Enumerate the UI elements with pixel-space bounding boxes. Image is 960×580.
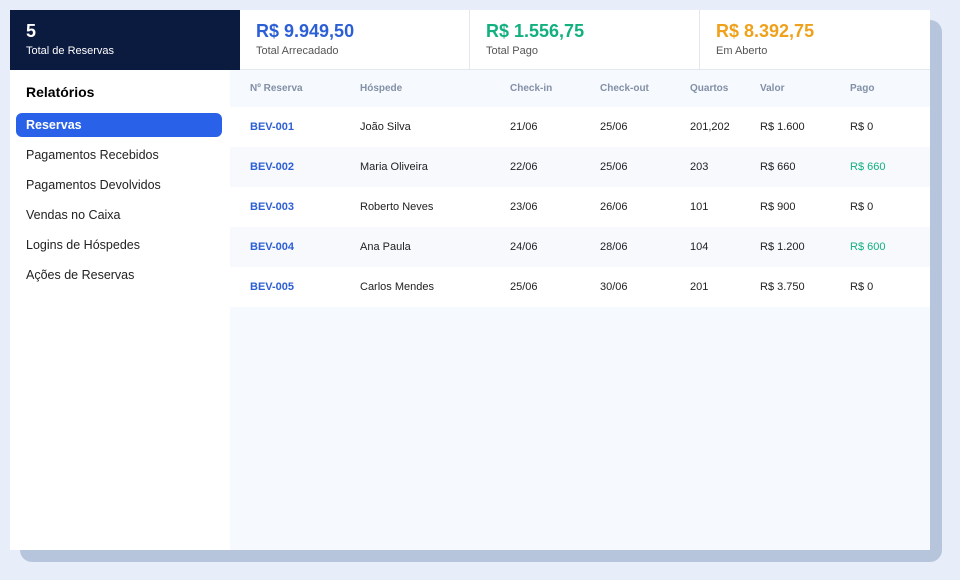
sidebar-item[interactable]: Ações de Reservas [26, 268, 135, 282]
stat-label: Total de Reservas [26, 45, 115, 57]
table-cell: 22/06 [510, 161, 538, 173]
column-header: Valor [760, 83, 785, 94]
table-cell: R$ 0 [850, 201, 874, 213]
stat-card: R$ 8.392,75 Em Aberto [700, 10, 930, 70]
table-row[interactable]: BEV-003 Roberto Neves 23/06 26/06 101 R$ 900 R… [230, 187, 930, 227]
table-cell: R$ 1.200 [760, 241, 805, 253]
stat-card: R$ 1.556,75 Total Pago [470, 10, 700, 70]
table-cell: R$ 660 [760, 161, 796, 173]
column-header: Pago [850, 83, 875, 94]
sidebar-item[interactable]: Pagamentos Recebidos [26, 148, 159, 162]
table-cell: 25/06 [510, 281, 538, 293]
table-cell: R$ 3.750 [760, 281, 805, 293]
table-cell: Carlos Mendes [360, 281, 434, 293]
table-cell: 26/06 [600, 201, 628, 213]
sidebar-title: Relatórios [26, 84, 95, 100]
table-cell: 201 [690, 281, 709, 293]
column-header: Nº Reserva [250, 83, 303, 94]
sidebar-item[interactable]: Reservas [16, 113, 222, 137]
table-cell: R$ 0 [850, 121, 874, 133]
table-cell: 201,202 [690, 121, 730, 133]
column-header: Check-out [600, 83, 649, 94]
stat-label: Total Pago [486, 45, 538, 57]
table-cell: BEV-004 [250, 241, 295, 253]
column-header: Hóspede [360, 83, 403, 94]
table: Nº Reserva Hóspede Check-in Check-out Quarto… [230, 70, 930, 550]
table-row[interactable]: BEV-005 Carlos Mendes 25/06 30/06 201 R$ 3.75… [230, 267, 930, 307]
stat-value: R$ 8.392,75 [716, 21, 815, 41]
sidebar-item[interactable]: Logins de Hóspedes [26, 238, 140, 252]
table-cell: BEV-003 [250, 201, 295, 213]
table-cell: 24/06 [510, 241, 538, 253]
table-cell: 30/06 [600, 281, 628, 293]
table-cell: 104 [690, 241, 709, 253]
table-cell: R$ 1.600 [760, 121, 805, 133]
table-row[interactable]: BEV-001 João Silva 21/06 25/06 201,202 R$ 1.6… [230, 107, 930, 147]
table-cell: 21/06 [510, 121, 538, 133]
table-cell: 101 [690, 201, 709, 213]
table-cell: R$ 900 [760, 201, 796, 213]
table-cell: João Silva [360, 121, 411, 133]
table-cell: 28/06 [600, 241, 628, 253]
column-header: Check-in [510, 83, 553, 94]
table-row[interactable]: BEV-004 Ana Paula 24/06 28/06 104 R$ 1.200 R$ … [230, 227, 930, 267]
table-header: Nº Reserva Hóspede Check-in Check-out Quarto… [230, 70, 930, 107]
stat-card: 5 Total de Reservas [10, 10, 240, 70]
stat-label: Total Arrecadado [256, 45, 339, 57]
table-cell: Maria Oliveira [360, 161, 428, 173]
sidebar-item[interactable]: Vendas no Caixa [26, 208, 121, 222]
table-cell: 25/06 [600, 121, 628, 133]
stat-value: R$ 1.556,75 [486, 21, 585, 41]
table-cell: BEV-001 [250, 121, 295, 133]
table-cell: 23/06 [510, 201, 538, 213]
table-cell: BEV-002 [250, 161, 295, 173]
table-cell: 25/06 [600, 161, 628, 173]
table-cell: Ana Paula [360, 241, 411, 253]
stat-value: R$ 9.949,50 [256, 21, 355, 41]
table-cell: R$ 600 [850, 241, 886, 253]
sidebar: Relatórios Reservas Pagamentos Recebidos Pa… [10, 70, 230, 550]
column-header: Quartos [690, 83, 729, 94]
table-cell: 203 [690, 161, 709, 173]
table-row[interactable]: BEV-002 Maria Oliveira 22/06 25/06 203 R$ 660… [230, 147, 930, 187]
stat-card: R$ 9.949,50 Total Arrecadado [240, 10, 470, 70]
stat-label: Em Aberto [716, 45, 768, 57]
stat-value: 5 [26, 21, 37, 41]
table-cell: R$ 0 [850, 281, 874, 293]
table-cell: R$ 660 [850, 161, 886, 173]
table-cell: Roberto Neves [360, 201, 434, 213]
sidebar-item[interactable]: Pagamentos Devolvidos [26, 178, 161, 192]
table-cell: BEV-005 [250, 281, 295, 293]
app: 5 Total de Reservas R$ 9.949,50 Total Arre… [10, 10, 930, 550]
